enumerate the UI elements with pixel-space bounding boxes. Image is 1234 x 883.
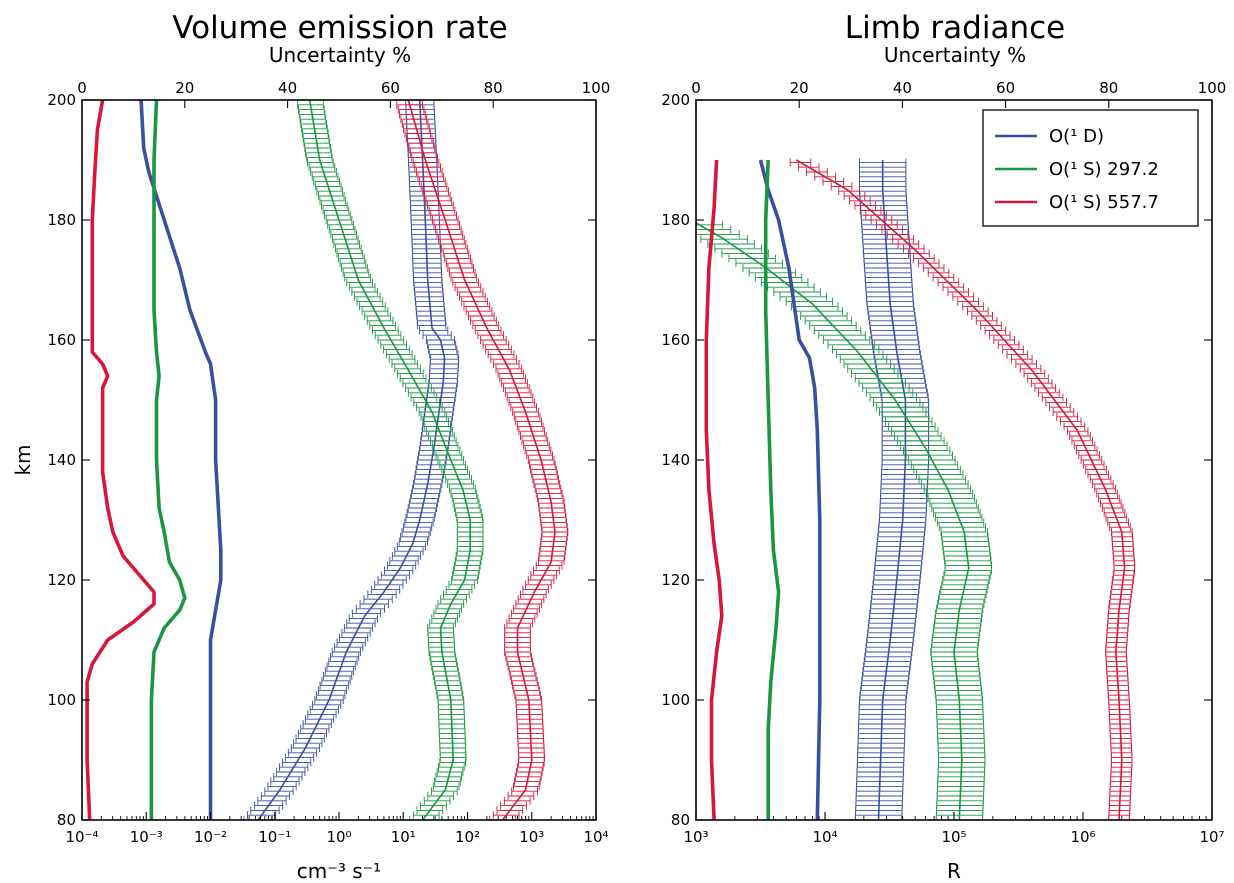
y-tick-label: 120 xyxy=(661,571,690,589)
top-tick-label: 80 xyxy=(1099,79,1118,97)
series-4 xyxy=(758,159,822,820)
series-3 xyxy=(789,158,1136,820)
series-3 xyxy=(396,100,569,820)
x-tick-label: 10⁴ xyxy=(583,828,608,846)
series-line xyxy=(308,100,471,820)
x-tick-label: 10³ xyxy=(519,828,544,846)
x-tick-label: 10⁰ xyxy=(326,828,351,846)
series-line xyxy=(257,100,446,820)
top-tick-label: 100 xyxy=(1198,79,1227,97)
x-tick-label: 10³ xyxy=(683,828,708,846)
y-tick-label: 100 xyxy=(661,691,690,709)
y-tick-label: 160 xyxy=(661,331,690,349)
top-tick-label: 20 xyxy=(175,79,194,97)
series-6 xyxy=(704,159,724,820)
x-tick-label: 10¹ xyxy=(391,828,416,846)
series-line xyxy=(407,100,556,820)
y-tick-label: 140 xyxy=(47,451,76,469)
series-line xyxy=(763,159,781,820)
series-line xyxy=(795,159,1126,820)
y-tick-label: 80 xyxy=(57,811,76,829)
y-tick-label: 200 xyxy=(661,91,690,109)
series-2 xyxy=(297,100,484,820)
series-line xyxy=(877,160,907,820)
y-tick-label: 120 xyxy=(47,571,76,589)
top-tick-label: 100 xyxy=(582,79,611,97)
panel-2: 10³ 10⁴ 10⁵ 10⁶ 10⁷ 0 20 40 60 80 100 80 100 120 140 16… xyxy=(661,10,1226,883)
x-tick-label: 10⁶ xyxy=(1070,828,1095,846)
y-axis-label: km xyxy=(11,444,35,475)
series-line xyxy=(85,100,156,820)
legend: O(¹ D) O(¹ S) 297.2 O(¹ S) 557.7 xyxy=(982,109,1199,227)
top-tick-label: 20 xyxy=(790,79,809,97)
plot-area xyxy=(85,100,569,820)
series-line xyxy=(696,222,970,820)
top-tick-label: 0 xyxy=(77,79,87,97)
y-tick-label: 180 xyxy=(47,211,76,229)
top-tick-label: 40 xyxy=(893,79,912,97)
y-tick-label: 180 xyxy=(661,211,690,229)
top-tick-label: 60 xyxy=(996,79,1015,97)
top-tick-label: 0 xyxy=(691,79,701,97)
series-5 xyxy=(763,159,781,820)
series-1 xyxy=(243,100,460,820)
series-line xyxy=(149,100,187,820)
x-tick-label: 10² xyxy=(455,828,480,846)
x-tick-label: 10⁻¹ xyxy=(258,828,291,846)
x-tick-label: 10⁷ xyxy=(1199,828,1224,846)
x-tick-label: 10⁵ xyxy=(941,828,966,846)
top-tick-label: 40 xyxy=(278,79,297,97)
series-6 xyxy=(85,100,156,820)
legend-entry: O(¹ D) xyxy=(1049,126,1104,147)
plot-area xyxy=(696,158,1136,820)
x-axis-label: R xyxy=(947,859,961,883)
y-tick-label: 80 xyxy=(671,811,690,829)
chart-title: Limb radiance xyxy=(845,10,1065,46)
legend-entry: O(¹ S) 297.2 xyxy=(1049,159,1159,180)
y-tick-label: 100 xyxy=(47,691,76,709)
x-tick-label: 10⁴ xyxy=(812,828,837,846)
legend-entry: O(¹ S) 557.7 xyxy=(1049,192,1159,213)
x-tick-label: 10⁻⁴ xyxy=(65,828,98,846)
series-5 xyxy=(149,100,187,820)
y-tick-label: 140 xyxy=(661,451,690,469)
x-tick-label: 10⁻³ xyxy=(130,828,163,846)
series-line xyxy=(758,159,822,820)
top-axis-label: Uncertainty % xyxy=(884,43,1026,67)
y-tick-label: 200 xyxy=(47,91,76,109)
y-tick-label: 160 xyxy=(47,331,76,349)
top-tick-label: 60 xyxy=(381,79,400,97)
chart-title: Volume emission rate xyxy=(172,10,507,46)
x-tick-label: 10⁻² xyxy=(194,828,227,846)
top-tick-label: 80 xyxy=(484,79,503,97)
series-2 xyxy=(696,220,993,820)
panel-1: 10⁻⁴ 10⁻³ 10⁻² 10⁻¹ 10⁰ 10¹ 10² 10³ 10⁴ 0 20 40 60 80… xyxy=(11,10,610,883)
top-axis-label: Uncertainty % xyxy=(269,43,411,67)
x-axis-label: cm⁻³ s⁻¹ xyxy=(297,859,381,883)
series-line xyxy=(704,159,724,820)
